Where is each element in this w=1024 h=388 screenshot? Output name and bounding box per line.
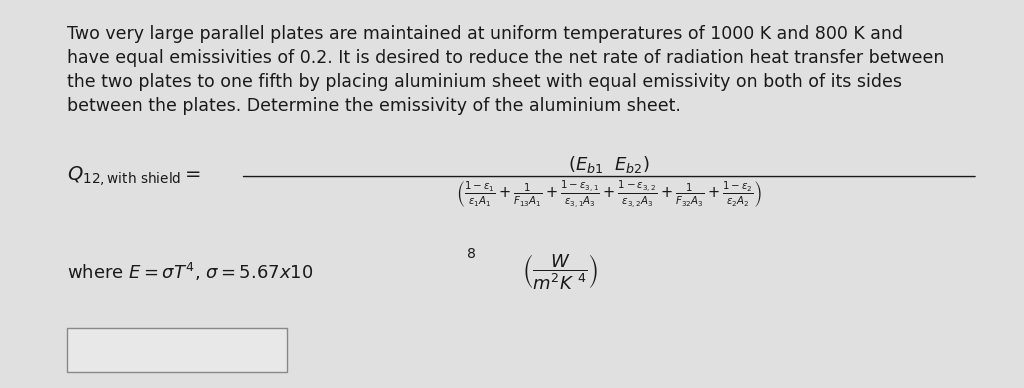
Text: $Q_{12,\mathrm{with\ shield}}=$: $Q_{12,\mathrm{with\ shield}}=$ — [67, 165, 201, 189]
Text: $8$: $8$ — [466, 247, 476, 261]
Text: $\left(\frac{1-\varepsilon_1}{\varepsilon_1 A_1}+\frac{1}{F_{13}A_1}+\frac{1-\va: $\left(\frac{1-\varepsilon_1}{\varepsilo… — [457, 178, 762, 210]
Text: $\left(\dfrac{W}{m^2K\ ^4}\right)$: $\left(\dfrac{W}{m^2K\ ^4}\right)$ — [522, 252, 599, 291]
Text: where $E=\sigma T^4$, $\sigma = 5.67x10$: where $E=\sigma T^4$, $\sigma = 5.67x10$ — [67, 261, 312, 282]
Text: Two very large parallel plates are maintained at uniform temperatures of 1000 K : Two very large parallel plates are maint… — [67, 25, 902, 43]
Text: between the plates. Determine the emissivity of the aluminium sheet.: between the plates. Determine the emissi… — [67, 97, 680, 115]
Text: have equal emissivities of 0.2. It is desired to reduce the net rate of radiatio: have equal emissivities of 0.2. It is de… — [67, 49, 944, 67]
Text: the two plates to one fifth by placing aluminium sheet with equal emissivity on : the two plates to one fifth by placing a… — [67, 73, 901, 91]
FancyBboxPatch shape — [67, 328, 287, 372]
Text: $(E_{b1}\ \ E_{b2})$: $(E_{b1}\ \ E_{b2})$ — [568, 154, 650, 175]
